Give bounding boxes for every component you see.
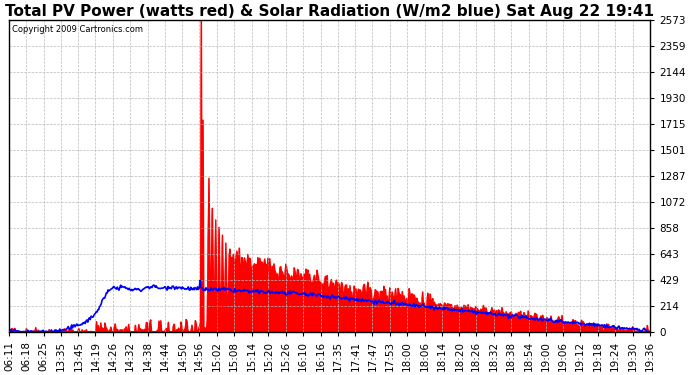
Title: Total PV Power (watts red) & Solar Radiation (W/m2 blue) Sat Aug 22 19:41: Total PV Power (watts red) & Solar Radia… [6, 4, 654, 19]
Text: Copyright 2009 Cartronics.com: Copyright 2009 Cartronics.com [12, 25, 144, 34]
